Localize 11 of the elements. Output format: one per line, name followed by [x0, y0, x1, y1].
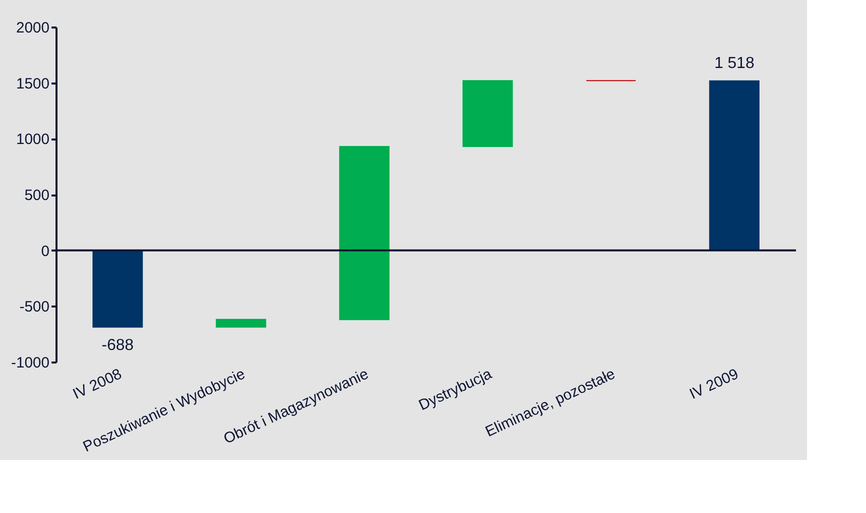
y-tick-label: -500: [19, 298, 50, 316]
data-label: -688: [102, 337, 134, 354]
y-tick-label: 1500: [16, 75, 50, 92]
y-tick-label: 2000: [16, 20, 50, 36]
y-tick-label: -1000: [11, 354, 50, 372]
y-tick-label: 1000: [16, 131, 50, 148]
x-tick-label: IV 2008: [70, 366, 124, 403]
data-label: 1 518: [714, 54, 754, 72]
x-tick-label: IV 2009: [687, 366, 742, 403]
y-tick-label: 0: [41, 242, 50, 260]
y-tick-label: 500: [24, 187, 50, 204]
